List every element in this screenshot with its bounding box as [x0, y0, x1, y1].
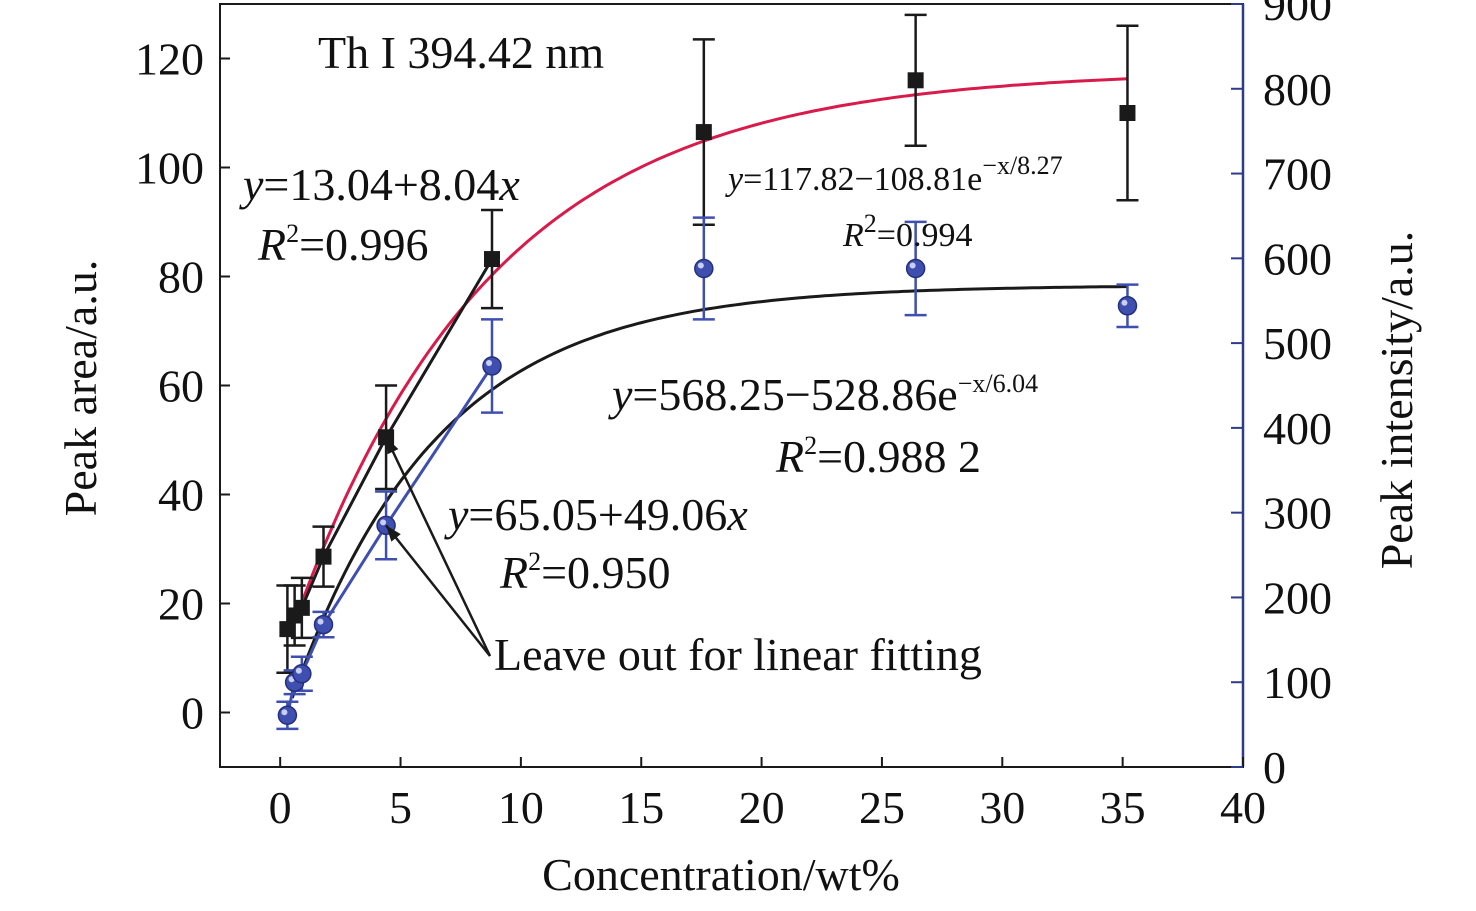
x-axis-ticks: 0 5 10 15 20 25 30 35 40: [269, 757, 1266, 833]
area-data-point: [695, 124, 712, 141]
area-exp-r2: R2=0.994: [842, 209, 972, 254]
area-data-point: [1119, 105, 1136, 121]
left-y-tick-label: 120: [135, 34, 204, 85]
leave-out-arrowhead: [386, 525, 401, 542]
right-y-axis-ticks: 0 100 200 300 400 500 600 700 800 900: [1231, 0, 1332, 793]
leave-out-arrows: [384, 436, 492, 657]
right-y-tick-label: 700: [1263, 149, 1332, 200]
intensity-exp-equation: y=568.25−528.86e−x/6.04: [608, 369, 1038, 420]
x-tick-label: 20: [739, 782, 785, 833]
intensity-data-point: [1117, 296, 1138, 316]
leave-out-arrowhead: [386, 437, 399, 455]
intensity-data-point-highlight: [281, 709, 288, 716]
area-data-point: [279, 621, 296, 638]
left-y-tick-label: 60: [158, 361, 204, 412]
area-linear-r2: R2=0.996: [257, 219, 429, 270]
intensity-linear-equation: y=65.05+49.06x: [444, 489, 748, 540]
right-y-tick-label: 100: [1263, 657, 1332, 708]
intensity-data-point: [694, 258, 714, 279]
right-y-axis-title: Peak intensity/a.u.: [1371, 231, 1422, 570]
x-tick-label: 35: [1100, 782, 1146, 833]
right-y-tick-label: 200: [1263, 572, 1332, 623]
area-data-point: [293, 599, 310, 616]
intensity-data-point: [292, 663, 312, 684]
right-y-tick-label: 0: [1263, 742, 1286, 793]
intensity-data-point-highlight: [295, 667, 302, 674]
area-linear-equation: y=13.04+8.04x: [239, 159, 520, 210]
area-data-point: [315, 548, 332, 565]
intensity-data-point-highlight: [909, 262, 916, 269]
x-axis-title: Concentration/wt%: [542, 849, 900, 900]
right-y-tick-label: 400: [1263, 403, 1332, 454]
right-y-tick-label: 300: [1263, 488, 1332, 539]
left-y-tick-label: 80: [158, 252, 204, 303]
intensity-data-point: [277, 705, 298, 726]
area-exp-equation: y=117.82−108.81e−x/8.27: [725, 151, 1063, 198]
intensity-linear-r2: R2=0.950: [499, 547, 671, 598]
left-y-tick-label: 100: [135, 143, 204, 194]
intensity-data-point-highlight: [380, 519, 387, 526]
intensity-data-point: [313, 614, 334, 635]
chart-title-annotation: Th I 394.42 nm: [318, 27, 604, 78]
intensity-data-point: [482, 356, 502, 376]
x-tick-label: 5: [389, 782, 412, 833]
left-y-axis-ticks: 0 20 40 60 80 100 120: [135, 34, 230, 739]
intensity-data-point-highlight: [1121, 299, 1128, 306]
x-tick-label: 40: [1220, 782, 1266, 833]
intensity-data-point-highlight: [317, 618, 324, 625]
intensity-linear-fit-line: [285, 365, 494, 716]
x-tick-label: 0: [269, 782, 292, 833]
intensity-data-point-highlight: [485, 360, 492, 367]
leave-out-label: Leave out for linear fitting: [494, 629, 982, 680]
left-y-tick-label: 40: [158, 470, 204, 521]
x-tick-label: 15: [618, 782, 664, 833]
x-tick-label: 25: [859, 782, 905, 833]
intensity-exp-r2: R2=0.988 2: [775, 431, 981, 482]
x-tick-label: 30: [979, 782, 1025, 833]
area-data-point: [907, 72, 924, 89]
leave-out-arrow: [385, 524, 491, 657]
left-y-axis-title: Peak area/a.u.: [55, 260, 106, 517]
intensity-data-point: [905, 258, 926, 279]
leave-out-arrow: [384, 436, 492, 657]
intensity-exp-fit-curve: [290, 285, 1128, 699]
right-y-tick-label: 900: [1263, 0, 1332, 30]
right-y-tick-label: 500: [1263, 318, 1332, 369]
left-y-tick-label: 20: [158, 579, 204, 630]
right-y-tick-label: 600: [1263, 233, 1332, 284]
left-y-tick-label: 0: [181, 688, 204, 739]
x-tick-label: 10: [498, 782, 544, 833]
right-y-tick-label: 800: [1263, 64, 1332, 115]
intensity-data-point-highlight: [697, 262, 704, 269]
area-data-point: [483, 251, 500, 268]
